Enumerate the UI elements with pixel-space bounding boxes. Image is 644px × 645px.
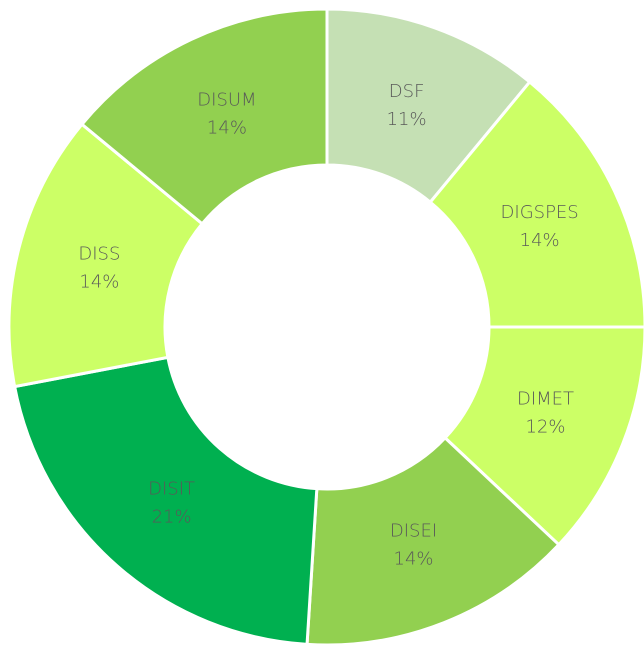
- slice-value-label: 14%: [207, 117, 247, 138]
- slice-name: DIMET: [517, 389, 574, 410]
- slice-name: DSF: [389, 81, 425, 102]
- slice: [442, 325, 644, 547]
- slice-value-label: 11%: [387, 109, 427, 130]
- slice: [7, 122, 205, 389]
- slice-name: DISUM: [197, 89, 256, 110]
- slice-name: DIGSPES: [501, 202, 579, 223]
- slice-value-label: 12%: [525, 417, 565, 438]
- slice: [12, 355, 319, 645]
- slice: [428, 79, 644, 329]
- slice: [79, 7, 329, 226]
- slice-value-label: 14%: [394, 548, 434, 569]
- slice-value-label: 21%: [152, 506, 192, 527]
- slice-name: DISEI: [390, 520, 437, 541]
- slice-value-label: 14%: [79, 272, 119, 293]
- slice-name: DISIT: [148, 478, 195, 499]
- slice-value-label: 14%: [520, 230, 560, 251]
- slice-name: DISS: [78, 244, 120, 265]
